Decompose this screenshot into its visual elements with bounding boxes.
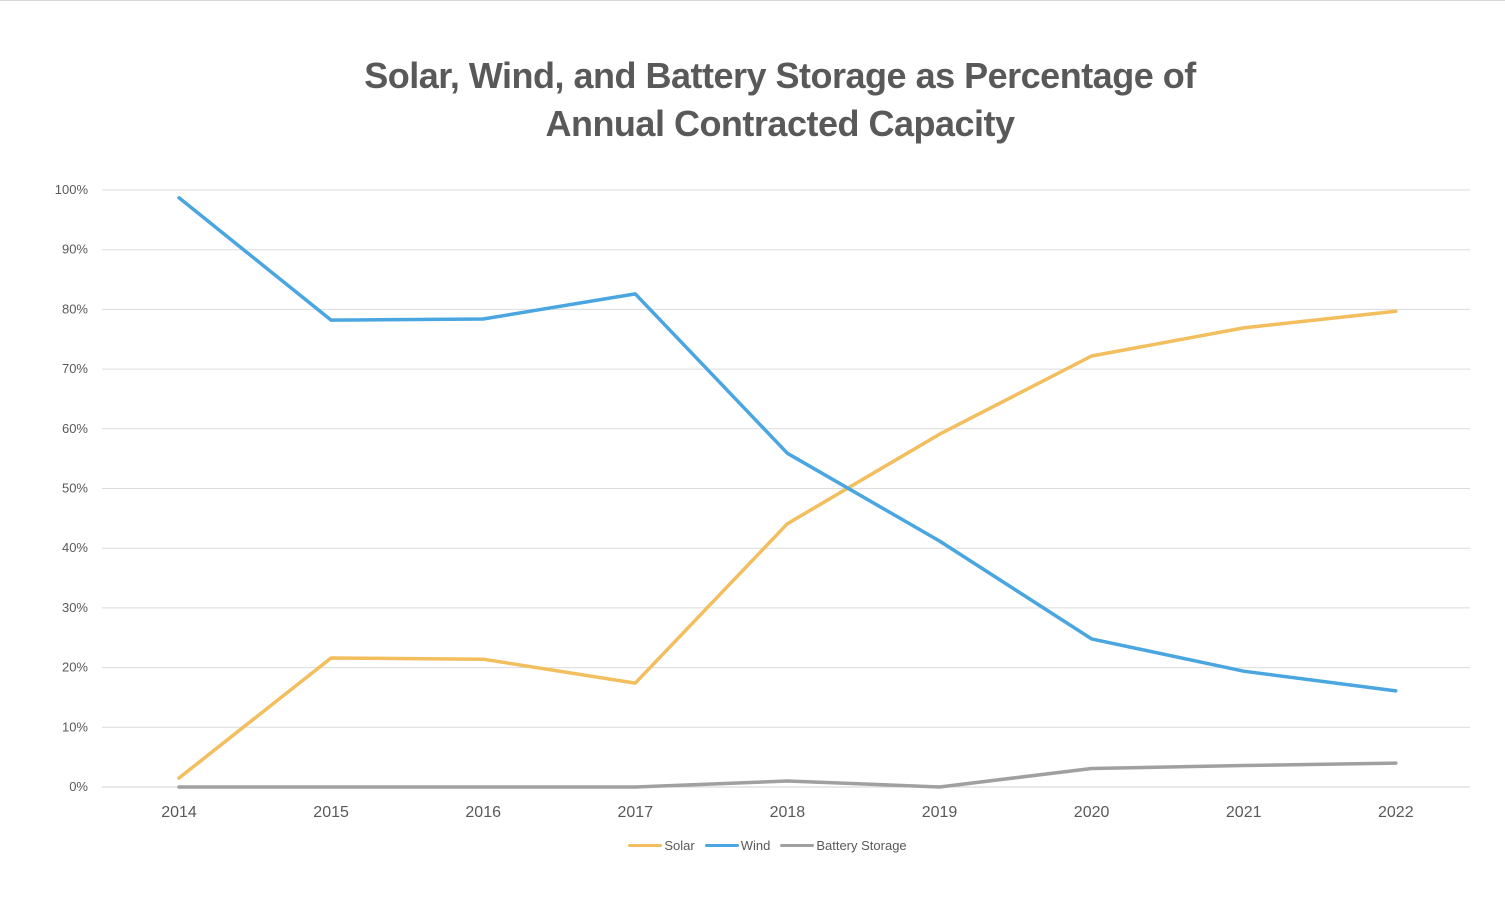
top-border [0, 0, 1505, 1]
chart-title: Solar, Wind, and Battery Storage as Perc… [0, 52, 1505, 148]
x-axis-tick-labels: 2014 2015 2016 2017 2018 2019 2020 2021 2022 [161, 804, 1413, 821]
y-tick-label: 50% [62, 481, 88, 496]
x-tick-label: 2017 [618, 804, 654, 821]
chart-title-line-2: Annual Contracted Capacity [545, 103, 1015, 144]
y-tick-label: 100% [55, 182, 89, 197]
legend-item-wind: Wind [704, 838, 771, 853]
chart-title-line-1: Solar, Wind, and Battery Storage as Perc… [364, 55, 1196, 96]
legend-swatch [780, 844, 815, 847]
legend: Solar Wind Battery Storage [0, 838, 1505, 853]
y-tick-label: 60% [62, 421, 88, 436]
x-tick-label: 2016 [465, 804, 501, 821]
legend-swatch [704, 844, 739, 847]
y-tick-label: 80% [62, 301, 88, 316]
y-tick-label: 10% [62, 719, 88, 734]
x-tick-label: 2018 [770, 804, 806, 821]
x-tick-label: 2021 [1226, 804, 1262, 821]
y-tick-label: 90% [62, 242, 88, 257]
series-line-wind [177, 196, 1398, 693]
y-axis-tick-labels: 0% 10% 20% 30% 40% 50% 60% 70% 80% 90% 100% [55, 182, 89, 794]
x-tick-label: 2022 [1378, 804, 1414, 821]
y-tick-label: 20% [62, 660, 88, 675]
legend-item-solar: Solar [628, 838, 695, 853]
x-tick-label: 2020 [1074, 804, 1110, 821]
y-tick-label: 30% [62, 600, 88, 615]
legend-swatch [628, 844, 663, 847]
series-line-battery-storage [177, 761, 1398, 789]
y-tick-label: 40% [62, 540, 88, 555]
series-lines [177, 196, 1398, 789]
y-tick-label: 70% [62, 361, 88, 376]
series-line-solar [177, 309, 1398, 780]
legend-label: Wind [740, 838, 771, 853]
y-tick-label: 0% [69, 779, 88, 794]
legend-item-battery-storage: Battery Storage [780, 838, 907, 853]
x-tick-label: 2019 [922, 804, 958, 821]
legend-label: Battery Storage [816, 838, 907, 853]
x-tick-label: 2015 [313, 804, 349, 821]
legend-label: Solar [664, 838, 695, 853]
x-tick-label: 2014 [161, 804, 197, 821]
gridlines [102, 189, 1470, 788]
